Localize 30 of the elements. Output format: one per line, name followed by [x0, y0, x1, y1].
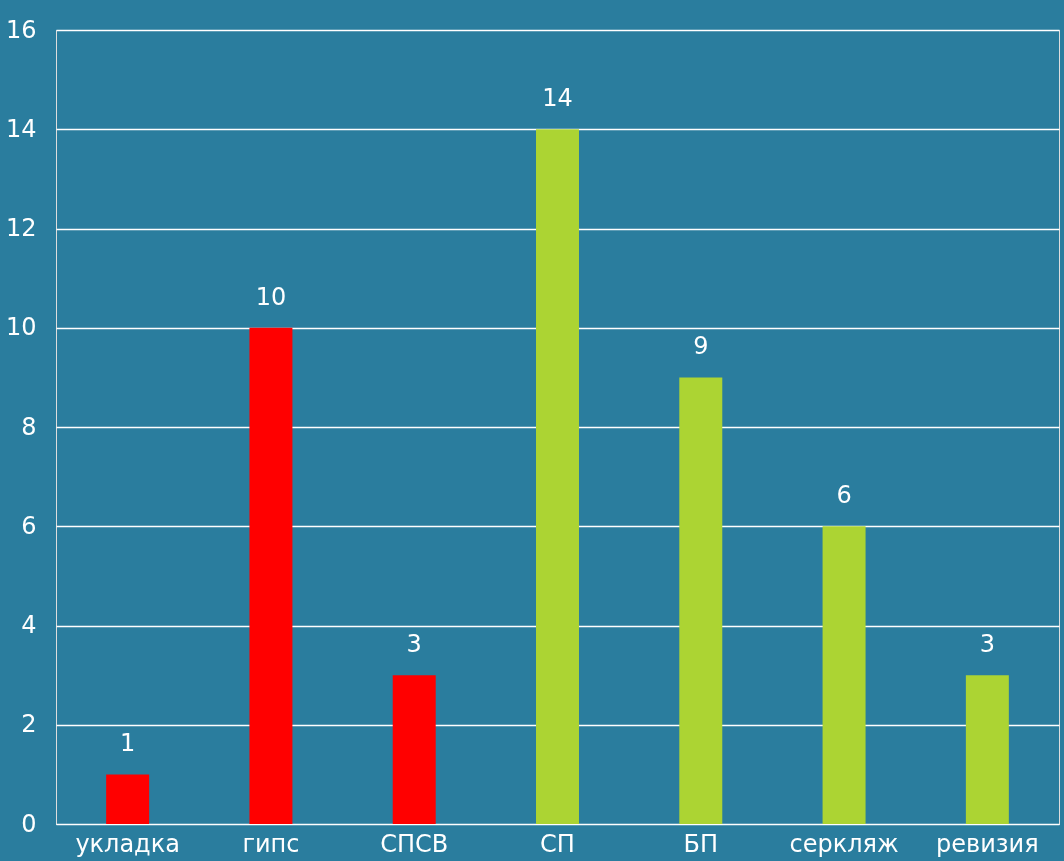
- bar: [536, 129, 579, 824]
- x-tick-label: СП: [540, 829, 575, 858]
- bar: [822, 526, 866, 824]
- bar: [679, 377, 723, 824]
- data-label: 3: [979, 630, 995, 659]
- y-tick-label: 16: [5, 15, 37, 44]
- x-tick-label: БП: [683, 829, 719, 858]
- bar: [106, 774, 150, 824]
- x-tick-label: укладка: [75, 829, 180, 858]
- data-label: 6: [836, 481, 852, 510]
- y-tick-label: 8: [21, 412, 37, 441]
- y-tick-label: 10: [5, 313, 37, 342]
- bar: [392, 675, 436, 824]
- bar: [249, 327, 293, 824]
- x-tick-label: серкляж: [789, 829, 899, 858]
- y-tick-label: 6: [21, 511, 37, 540]
- y-tick-label: 14: [5, 114, 37, 143]
- bar: [965, 675, 1009, 824]
- data-label: 1: [120, 729, 136, 758]
- y-tick-label: 2: [21, 710, 37, 739]
- data-label: 10: [255, 282, 287, 311]
- data-label: 14: [542, 84, 573, 113]
- x-tick-label: гипс: [242, 829, 300, 858]
- y-tick-label: 12: [5, 214, 37, 242]
- data-label: 9: [693, 332, 709, 361]
- data-label: 3: [406, 630, 422, 659]
- x-tick-label: ревизия: [936, 829, 1039, 858]
- x-tick-label: СПСВ: [380, 829, 449, 858]
- y-tick-label: 0: [21, 809, 37, 838]
- y-tick-label: 4: [21, 611, 37, 639]
